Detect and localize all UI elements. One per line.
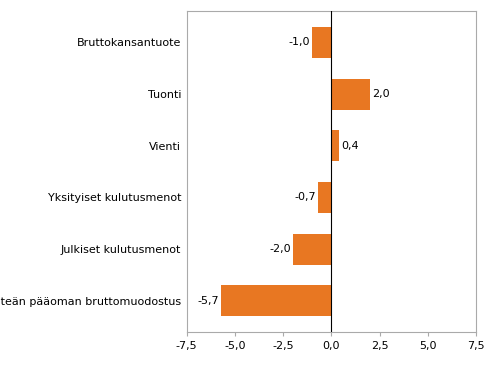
Bar: [318, 182, 331, 213]
Text: -1,0: -1,0: [289, 37, 310, 48]
Text: 2,0: 2,0: [372, 89, 389, 99]
Text: 0,4: 0,4: [341, 141, 359, 151]
Bar: [312, 27, 331, 58]
Text: -2,0: -2,0: [269, 244, 291, 254]
Bar: [331, 78, 370, 109]
Bar: [293, 234, 331, 265]
Bar: [331, 130, 339, 161]
Bar: [221, 285, 331, 316]
Text: -5,7: -5,7: [198, 296, 219, 306]
Text: -0,7: -0,7: [294, 192, 316, 202]
